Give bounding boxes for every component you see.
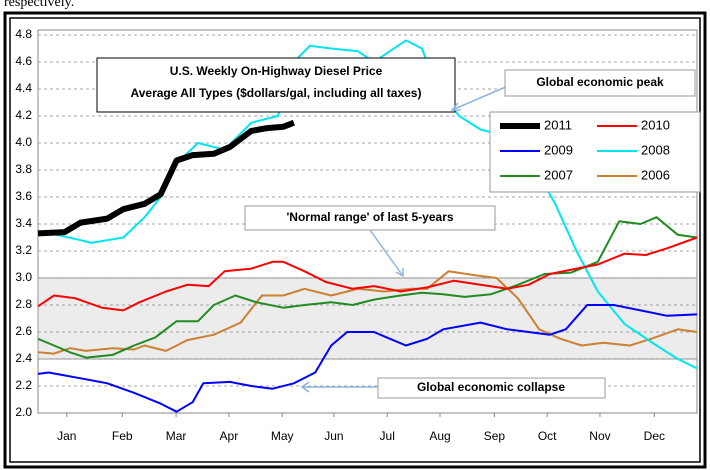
legend-label: 2010 [641, 117, 670, 132]
series-line [37, 236, 698, 312]
chart-subtitle: Average All Types ($dollars/gal, includi… [131, 86, 422, 100]
title-box [96, 57, 456, 113]
series-line [37, 304, 698, 413]
y-tick-label: 3.2 [15, 243, 32, 257]
annotation-box [504, 69, 696, 97]
arrow [451, 85, 509, 111]
overlay: U.S. Weekly On-Highway Diesel Price Aver… [96, 57, 701, 399]
context-text: respectively. [4, 0, 74, 10]
legend-label: 2007 [544, 167, 573, 182]
y-tick-label: 2.8 [15, 297, 32, 311]
x-tick-label: Sep [484, 429, 506, 443]
x-tick-label: Jan [57, 429, 76, 443]
y-tick-label: 3.4 [15, 216, 32, 230]
x-tick-label: Jun [324, 429, 343, 443]
arrow-head [395, 268, 404, 278]
x-tick-label: Feb [112, 429, 133, 443]
annotation-box [244, 205, 496, 231]
inner-frame [9, 17, 701, 463]
x-tick-label: Aug [429, 429, 450, 443]
y-tick-label: 4.0 [15, 135, 32, 149]
chart-title: U.S. Weekly On-Highway Diesel Price [170, 64, 383, 78]
series-line [37, 119, 295, 237]
legend-label: 2006 [641, 167, 670, 182]
y-tick-label: 3.0 [15, 270, 32, 284]
x-tick-label: Apr [220, 429, 239, 443]
x-tick-label: Dec [644, 429, 665, 443]
y-tick-label: 4.2 [15, 108, 32, 122]
y-tick-label: 2.2 [15, 378, 32, 392]
annotation: Global economic peak [536, 75, 664, 89]
x-tick-label: Nov [589, 429, 610, 443]
y-tick-label: 2.6 [15, 324, 32, 338]
y-tick-label: 4.4 [15, 81, 32, 95]
y-tick-label: 4.6 [15, 54, 32, 68]
y-tick-label: 4.8 [15, 27, 32, 41]
y-tick-label: 3.8 [15, 162, 32, 176]
arrow-head [450, 102, 461, 111]
arrow-head [300, 381, 310, 393]
legend-label: 2009 [544, 142, 573, 157]
annotation: 'Normal range' of last 5-years [286, 210, 453, 224]
y-tick-label: 2.4 [15, 351, 32, 365]
annotation: Global economic collapse [417, 380, 565, 394]
x-tick-label: Mar [166, 429, 187, 443]
series-line [37, 39, 698, 370]
legend-label: 2008 [641, 142, 670, 157]
outer-frame [3, 11, 707, 469]
y-tick-label: 2.0 [15, 405, 32, 419]
x-tick-label: Oct [538, 429, 557, 443]
annotation-box [377, 377, 606, 399]
legend-label: 2011 [544, 117, 572, 132]
x-tick-label: Jul [380, 429, 395, 443]
y-tick-label: 3.6 [15, 189, 32, 203]
arrow [369, 229, 404, 277]
series-line [37, 216, 698, 359]
x-tick-label: May [271, 429, 294, 443]
